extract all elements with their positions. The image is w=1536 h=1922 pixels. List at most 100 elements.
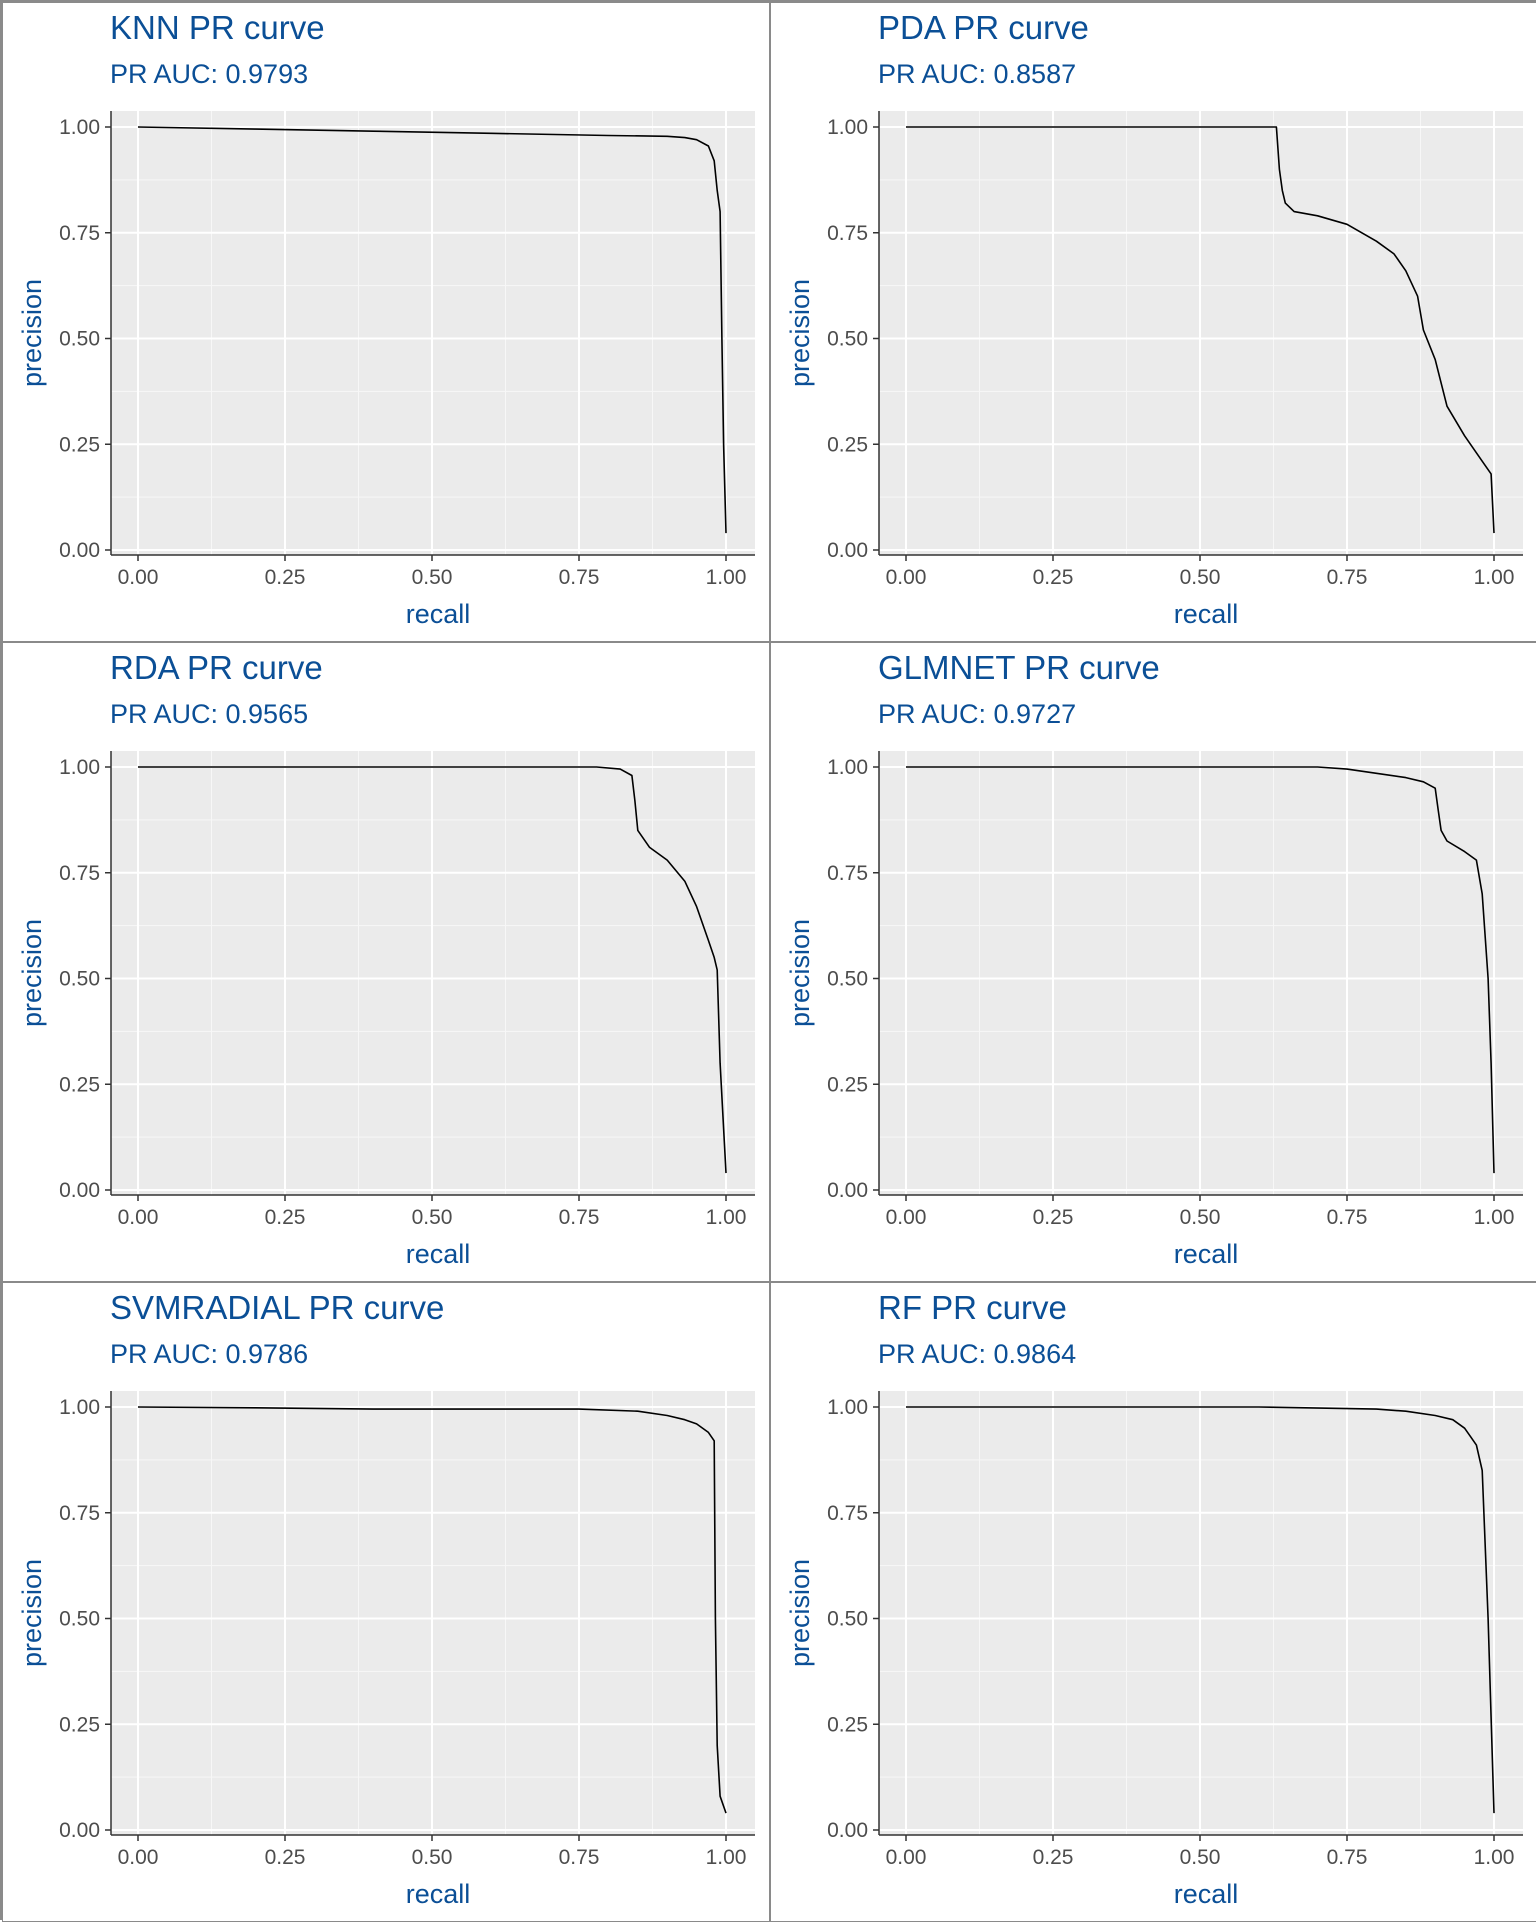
y-tick-label: 0.00 [827,1179,868,1202]
y-tick-label: 0.75 [59,222,100,245]
chart-panel-glmnet: GLMNET PR curve PR AUC: 0.9727 0.00 0.25 0… [770,642,1536,1282]
y-axis-label: precision [785,279,815,387]
y-tick-label: 1.00 [827,1396,868,1419]
chart-svg: 0.00 0.25 0.50 0.75 1.00 0.00 0.25 0.50 0.75 1.00… [785,751,1523,1269]
chart-title: RDA PR curve [110,649,323,686]
x-tick-label: 0.50 [412,1206,453,1229]
chart-title: GLMNET PR curve [878,649,1160,686]
x-tick-label: 0.50 [412,566,453,589]
x-tick-label: 0.00 [118,1846,159,1869]
x-tick-label: 1.00 [706,1206,747,1229]
x-tick-label: 0.25 [1033,1846,1074,1869]
x-tick-label: 0.50 [412,1846,453,1869]
x-tick-label: 0.50 [1180,1206,1221,1229]
y-axis-label: precision [785,919,815,1027]
y-tick-label: 0.50 [59,968,100,991]
y-tick-label: 0.00 [59,539,100,562]
x-tick-label: 0.25 [265,1846,306,1869]
y-tick-label: 0.00 [59,1819,100,1842]
chart-title: RF PR curve [878,1289,1067,1326]
y-tick-label: 1.00 [59,116,100,139]
chart-title: KNN PR curve [110,9,325,46]
x-tick-label: 1.00 [1474,566,1515,589]
pr-curve-line [906,766,1495,1174]
chart-panel-pda: PDA PR curve PR AUC: 0.8587 0.00 0.25 0.50… [770,2,1536,642]
chart-panel-rf: RF PR curve PR AUC: 0.9864 0.00 0.25 0.50 0… [770,1282,1536,1922]
x-tick-label: 1.00 [706,1846,747,1869]
y-axis-label: precision [17,919,47,1027]
x-tick-label: 0.25 [265,566,306,589]
x-axis-label: recall [406,1879,471,1909]
chart-subtitle: PR AUC: 0.8587 [878,59,1077,89]
y-tick-label: 1.00 [827,116,868,139]
pr-curve-line [906,126,1495,534]
y-tick-label: 0.00 [827,1819,868,1842]
x-tick-label: 0.00 [118,566,159,589]
y-tick-label: 1.00 [59,1396,100,1419]
y-tick-label: 0.25 [827,433,868,456]
x-tick-label: 0.25 [265,1206,306,1229]
y-tick-label: 0.25 [827,1073,868,1096]
pr-curve-line [906,1406,1495,1814]
chart-subtitle: PR AUC: 0.9864 [878,1339,1077,1369]
y-tick-label: 0.25 [59,1073,100,1096]
y-tick-label: 1.00 [59,756,100,779]
x-tick-label: 1.00 [1474,1206,1515,1229]
y-tick-label: 0.50 [59,1608,100,1631]
y-tick-label: 0.00 [59,1179,100,1202]
y-tick-label: 0.00 [827,539,868,562]
x-axis-label: recall [406,1239,471,1269]
y-tick-label: 0.50 [827,968,868,991]
x-tick-label: 0.50 [1180,1846,1221,1869]
x-tick-label: 0.25 [1033,1206,1074,1229]
pr-curve-line [138,766,727,1174]
x-tick-label: 0.75 [559,566,600,589]
chart-svg: 0.00 0.25 0.50 0.75 1.00 0.00 0.25 0.50 0.75 1.00… [785,111,1523,629]
chart-svg: 0.00 0.25 0.50 0.75 1.00 0.00 0.25 0.50 0.75 1.00… [17,751,755,1269]
y-tick-label: 0.25 [827,1713,868,1736]
chart-subtitle: PR AUC: 0.9727 [878,699,1077,729]
x-tick-label: 0.00 [886,566,927,589]
x-tick-label: 0.00 [118,1206,159,1229]
y-tick-label: 0.25 [59,433,100,456]
y-axis-label: precision [17,279,47,387]
x-tick-label: 1.00 [1474,1846,1515,1869]
chart-svg: 0.00 0.25 0.50 0.75 1.00 0.00 0.25 0.50 0.75 1.00… [785,1391,1523,1909]
chart-svg: 0.00 0.25 0.50 0.75 1.00 0.00 0.25 0.50 0.75 1.00… [17,1391,755,1909]
chart-panel-svmradial: SVMRADIAL PR curve PR AUC: 0.9786 0.00 0.… [2,1282,770,1922]
y-tick-label: 0.75 [59,862,100,885]
x-tick-label: 0.75 [1327,1846,1368,1869]
x-tick-label: 0.75 [559,1846,600,1869]
x-tick-label: 0.00 [886,1846,927,1869]
y-axis-label: precision [785,1559,815,1667]
x-axis-label: recall [406,599,471,629]
chart-panel-rda: RDA PR curve PR AUC: 0.9565 0.00 0.25 0.50… [2,642,770,1282]
chart-panel-knn: KNN PR curve PR AUC: 0.9793 0.00 0.25 0.50… [2,2,770,642]
x-tick-label: 0.25 [1033,566,1074,589]
x-axis-label: recall [1174,1239,1239,1269]
y-tick-label: 0.75 [827,1502,868,1525]
chart-subtitle: PR AUC: 0.9786 [110,1339,309,1369]
y-tick-label: 0.50 [827,328,868,351]
x-tick-label: 1.00 [706,566,747,589]
x-tick-label: 0.00 [886,1206,927,1229]
x-tick-label: 0.75 [1327,566,1368,589]
x-tick-label: 0.50 [1180,566,1221,589]
pr-curve-line [137,126,727,534]
x-tick-label: 0.75 [559,1206,600,1229]
chart-svg: 0.00 0.25 0.50 0.75 1.00 0.00 0.25 0.50 0.75 1.00… [17,111,755,629]
x-axis-label: recall [1174,1879,1239,1909]
y-tick-label: 0.50 [827,1608,868,1631]
chart-subtitle: PR AUC: 0.9793 [110,59,309,89]
y-tick-label: 0.75 [59,1502,100,1525]
chart-title: PDA PR curve [878,9,1089,46]
y-tick-label: 0.25 [59,1713,100,1736]
y-tick-label: 0.50 [59,328,100,351]
x-tick-label: 0.75 [1327,1206,1368,1229]
y-tick-label: 1.00 [827,756,868,779]
y-tick-label: 0.75 [827,222,868,245]
pr-curve-line [137,1406,727,1814]
chart-subtitle: PR AUC: 0.9565 [110,699,309,729]
x-axis-label: recall [1174,599,1239,629]
